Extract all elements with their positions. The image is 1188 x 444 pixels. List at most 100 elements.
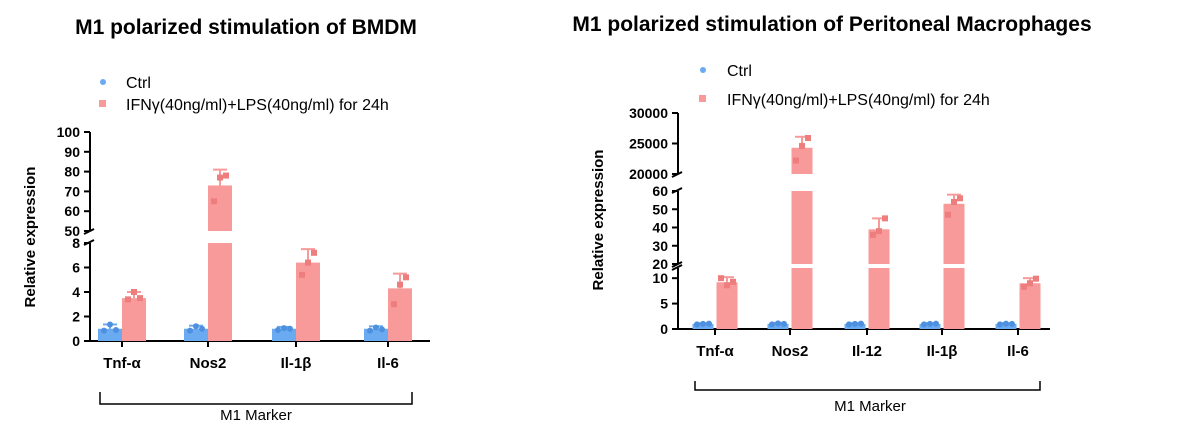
y-tick-label: 4 <box>72 284 80 300</box>
y-tick-label: 8 <box>72 235 80 251</box>
data-point-treated <box>799 142 805 149</box>
data-point-ctrl <box>933 320 939 327</box>
data-point-treated <box>957 195 963 202</box>
bar-treated <box>122 298 146 341</box>
y-tick-label: 6 <box>72 260 80 276</box>
data-point-ctrl <box>193 323 199 330</box>
y-tick-label: 50 <box>652 201 668 217</box>
data-point-treated <box>724 282 730 289</box>
legend-marker-ctrl <box>100 79 106 85</box>
group-label: M1 Marker <box>834 398 906 415</box>
data-point-treated <box>870 231 876 238</box>
bar-treated <box>388 288 412 341</box>
bar-break-gap <box>790 174 814 191</box>
data-point-ctrl <box>275 326 281 333</box>
y-tick-label: 25000 <box>629 136 668 152</box>
y-tick-label: 70 <box>64 183 80 199</box>
axis-break-mark <box>671 171 683 178</box>
data-point-treated <box>211 198 217 205</box>
data-point-treated <box>718 275 724 282</box>
data-point-treated <box>311 249 317 256</box>
data-point-ctrl <box>379 326 385 333</box>
legend-label-treated: IFNγ(40ng/ml)+LPS(40ng/ml) for 24h <box>126 97 389 114</box>
data-point-treated <box>305 259 311 266</box>
legend-label-ctrl: Ctrl <box>126 75 151 92</box>
y-tick-label: 90 <box>64 144 80 160</box>
data-point-ctrl <box>113 326 119 333</box>
data-point-treated <box>217 174 223 181</box>
data-point-ctrl <box>858 320 864 327</box>
data-point-ctrl <box>781 320 787 327</box>
data-point-ctrl <box>921 321 927 328</box>
data-point-ctrl <box>852 320 858 327</box>
x-tick-label: Tnf-α <box>103 355 141 372</box>
y-tick-label: 5 <box>660 296 668 312</box>
data-point-treated <box>1021 283 1027 290</box>
bar-treated <box>868 229 890 329</box>
data-point-ctrl <box>199 325 205 332</box>
x-tick-label: Il-12 <box>852 343 882 360</box>
y-axis-label: Relative expression <box>590 150 607 291</box>
bar-ctrl <box>767 323 789 329</box>
axis-break-mark <box>83 228 95 235</box>
y-tick-label: 80 <box>64 164 80 180</box>
x-tick-label: Nos2 <box>190 355 227 372</box>
y-tick-label: 30000 <box>629 105 668 121</box>
x-tick-label: Il-6 <box>1007 343 1029 360</box>
data-point-treated <box>125 296 131 303</box>
data-point-ctrl <box>846 321 852 328</box>
y-tick-label: 60 <box>652 183 668 199</box>
axis-break-mark <box>671 264 683 271</box>
data-point-ctrl <box>769 321 775 328</box>
legend: Ctrl IFNγ(40ng/ml)+LPS(40ng/ml) for 24h <box>699 63 990 109</box>
legend-label-ctrl: Ctrl <box>727 63 752 80</box>
data-point-treated <box>951 198 957 205</box>
y-tick-label: 2 <box>72 309 80 325</box>
legend-label-treated: IFNγ(40ng/ml)+LPS(40ng/ml) for 24h <box>727 92 990 109</box>
data-point-treated <box>882 215 888 222</box>
data-point-treated <box>1027 280 1033 287</box>
y-axis-label: Relative expression <box>22 167 39 308</box>
data-point-ctrl <box>187 327 193 334</box>
data-point-ctrl <box>1003 320 1009 327</box>
data-point-ctrl <box>694 321 700 328</box>
chart-bmdm: M1 polarized stimulation of BMDM Relativ… <box>22 16 430 424</box>
y-tick-label: 50 <box>64 223 80 239</box>
data-point-ctrl <box>281 325 287 332</box>
x-tick-label: Il-1β <box>927 343 958 360</box>
data-point-treated <box>403 274 409 281</box>
y-tick-label: 40 <box>652 220 668 236</box>
data-point-ctrl <box>101 327 107 334</box>
data-point-ctrl <box>107 321 113 328</box>
chart-peritoneal-macrophages: M1 polarized stimulation of Peritoneal M… <box>572 13 1091 415</box>
data-point-ctrl <box>927 320 933 327</box>
axis-break-mark <box>83 239 95 246</box>
data-point-treated <box>1033 275 1039 282</box>
data-point-treated <box>131 289 137 295</box>
legend: Ctrl IFNγ(40ng/ml)+LPS(40ng/ml) for 24h <box>99 75 389 114</box>
data-point-treated <box>397 281 403 288</box>
data-point-treated <box>805 135 811 142</box>
bar-break-gap <box>207 231 233 243</box>
data-point-treated <box>391 301 397 308</box>
data-point-treated <box>137 295 143 302</box>
group-label: M1 Marker <box>220 407 292 424</box>
bar-break-gap <box>867 264 891 268</box>
chart-title: M1 polarized stimulation of BMDM <box>75 16 417 39</box>
plot-area: 0 2 4 6 850 60 70 80 90 100 Tnf-α Nos2 Il-1β Il-6 <box>57 124 430 405</box>
legend-marker-ctrl <box>700 67 706 73</box>
legend-marker-treated <box>699 95 706 102</box>
data-point-treated <box>876 228 882 235</box>
x-tick-label: Tnf-α <box>696 343 734 360</box>
y-tick-label: 20 <box>652 256 668 272</box>
bar-treated <box>791 147 813 329</box>
data-point-treated <box>945 211 951 218</box>
bar-treated <box>1019 283 1041 329</box>
data-point-treated <box>730 278 736 285</box>
y-tick-label: 30 <box>652 238 668 254</box>
y-tick-label: 100 <box>57 124 81 140</box>
data-point-treated <box>223 172 229 179</box>
data-point-treated <box>793 157 799 164</box>
